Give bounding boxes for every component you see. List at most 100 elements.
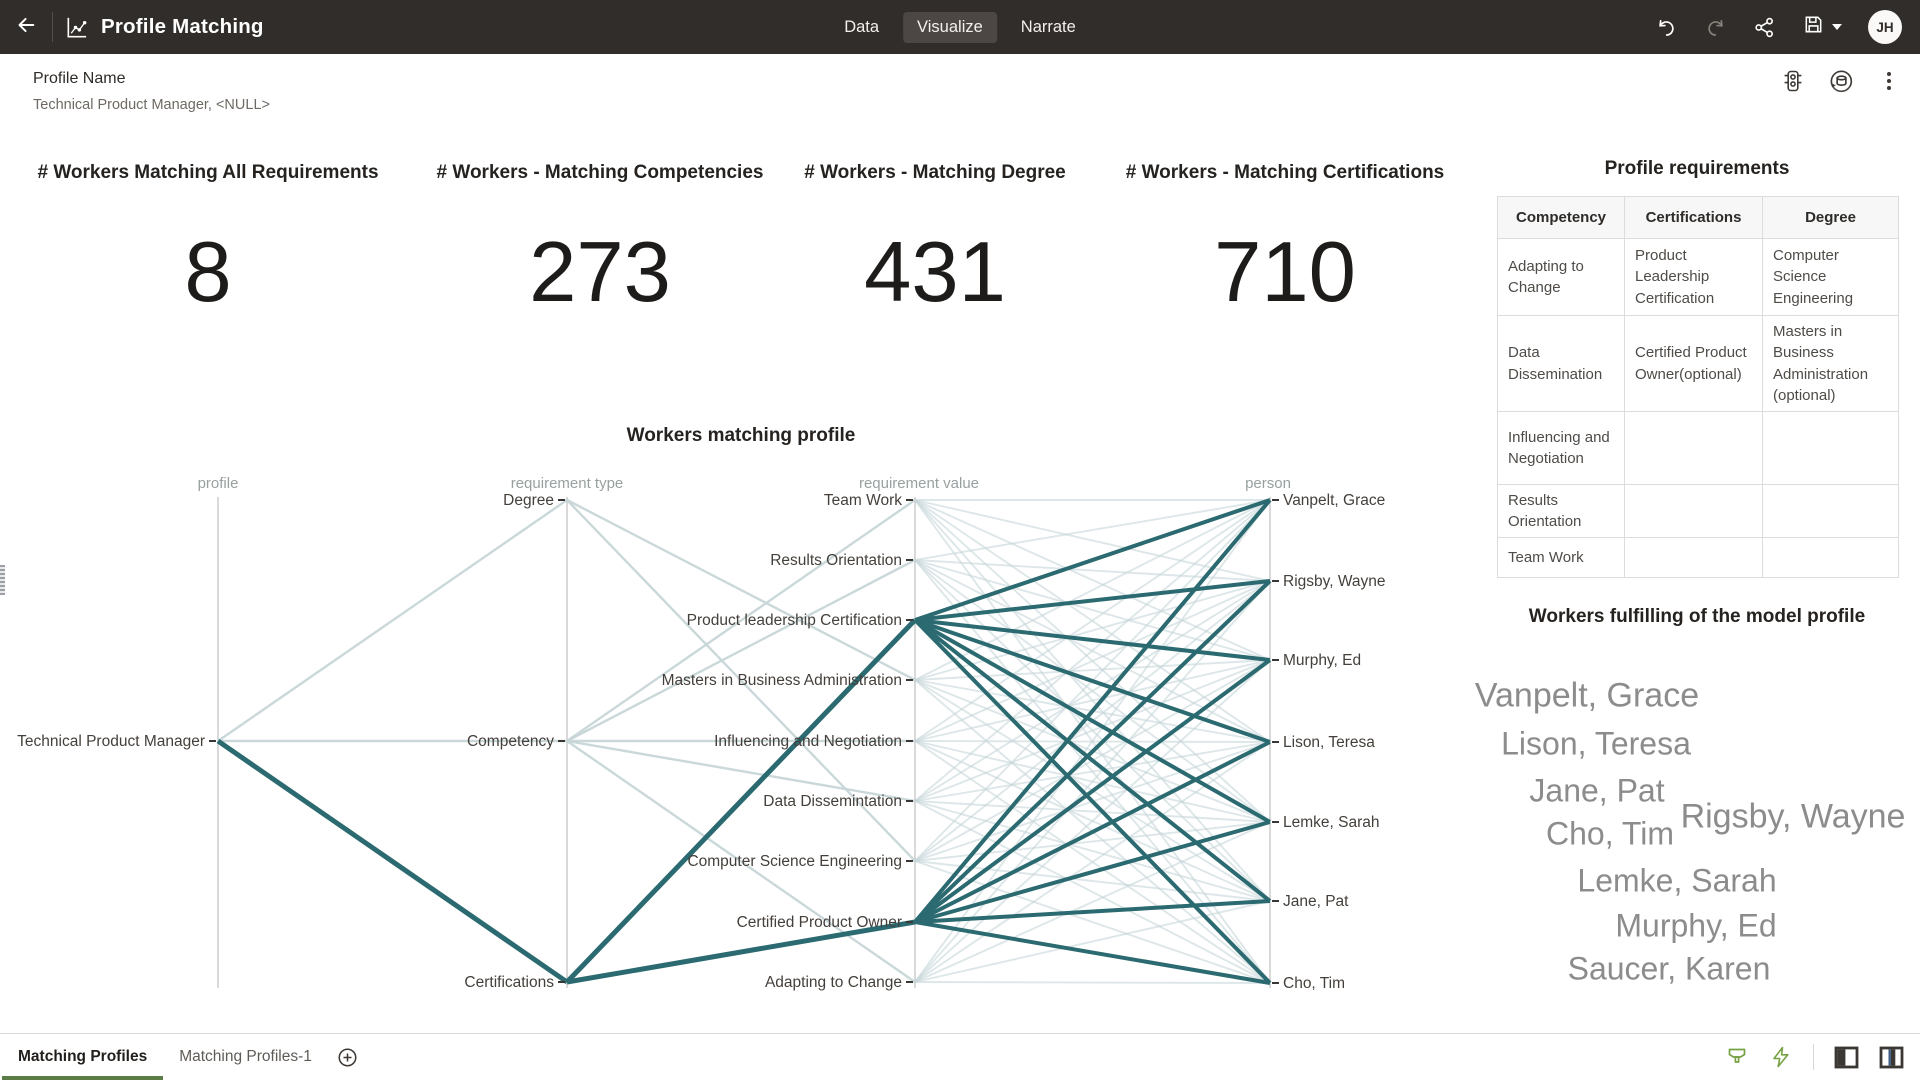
filter-name: Profile Name [33,70,126,87]
table-row: Data Dissemination Certified Product Owne… [1497,315,1899,412]
link-line [566,740,916,983]
add-canvas-icon[interactable] [336,1034,359,1080]
word-cloud-name[interactable]: Murphy, Ed [1615,907,1777,944]
link-line [914,741,1271,983]
tab-visualize[interactable]: Visualize [903,11,997,43]
back-button[interactable] [0,0,52,54]
canvas-actions [1778,66,1904,96]
link-line [914,800,1271,902]
node-label: Rigsby, Wayne [1283,573,1386,590]
link-line [565,618,917,984]
kpi-tile: # Workers - Matching Competencies 273 [410,162,790,315]
link-line [914,659,1271,742]
node-label: Certifications [464,974,554,991]
word-cloud-name[interactable]: Rigsby, Wayne [1680,797,1906,836]
link-line [914,820,1271,924]
link-line [216,738,569,985]
link-line [914,659,1271,681]
filter-value[interactable]: Technical Product Manager, <NULL> [33,97,270,113]
kpi-value: 710 [1214,225,1356,320]
kpi-title: # Workers - Matching Certifications [1125,162,1445,183]
column-header: Degree [1762,196,1899,239]
link-line [913,618,1272,985]
data-refresh-icon[interactable] [1826,66,1856,96]
link-line [913,498,1272,924]
save-menu[interactable] [1802,13,1842,41]
word-cloud-name[interactable]: Lison, Teresa [1501,725,1691,762]
column-header: Certifications [1624,196,1763,239]
link-line [217,499,568,742]
canvas-tools [1725,1034,1920,1080]
table-cell: Masters in Business Administration (opti… [1762,315,1899,412]
node-label: Vanpelt, Grace [1283,492,1385,509]
workers-matching-profile-chart[interactable]: Technical Product Manager Degree Competenc… [0,0,1460,1080]
auto-insights-icon[interactable] [1769,1045,1793,1069]
chart-logo-icon [53,0,99,54]
word-cloud-name[interactable]: Saucer, Karen [1567,950,1771,987]
table-cell [1762,484,1899,538]
link-line [914,579,1271,622]
word-cloud-name[interactable]: Lemke, Sarah [1577,862,1777,899]
share-icon[interactable] [1753,16,1776,39]
node-label: Technical Product Manager [17,733,205,750]
link-line [914,499,1271,983]
link-line [914,741,1271,802]
link-line [914,740,1271,924]
node-label: Influencing and Negotiation [714,733,902,750]
word-cloud-name[interactable]: Jane, Pat [1529,772,1665,809]
table-cell: Influencing and Negotiation [1497,411,1625,485]
format-painter-icon[interactable] [1725,1045,1749,1069]
node-label: Cho, Tim [1283,975,1345,992]
link-line [913,579,1272,924]
canvas-tab[interactable]: Matching Profiles-1 [179,1048,312,1065]
tab-data[interactable]: Data [844,17,880,36]
kpi-title: # Workers Matching All Requirements [37,162,379,183]
chart-title: Workers matching profile [627,425,856,446]
node-label: Computer Science Engineering [687,853,902,870]
link-line [914,580,1271,983]
link-line [914,580,1271,681]
topbar-actions: JH [1655,0,1920,54]
avatar[interactable]: JH [1868,10,1902,44]
node-label: Adapting to Change [765,974,902,991]
table-row: Influencing and Negotiation [1497,411,1899,485]
traffic-light-icon[interactable] [1778,66,1808,96]
table-header-row: Competency Certifications Degree [1497,196,1899,239]
mode-tabs: Data Visualize Narrate [830,0,1090,54]
panel-right-toggle-icon[interactable] [1879,1046,1904,1069]
table-cell: Certified Product Owner(optional) [1624,315,1763,412]
profile-requirements-table[interactable]: Competency Certifications Degree Adapting … [1497,196,1899,578]
kpi-title: # Workers - Matching Competencies [436,162,764,183]
node-label: Team Work [824,492,902,509]
kpi-tile: # Workers - Matching Certifications 710 [1095,162,1475,315]
canvas-tab[interactable]: Matching Profiles [2,1034,164,1080]
kpi-value: 8 [184,225,232,320]
node-label: Murphy, Ed [1283,652,1361,669]
table-cell: Adapting to Change [1497,238,1625,316]
word-cloud-title: Workers fulfilling of the model profile [1528,606,1866,627]
link-line [914,499,1271,681]
kebab-menu-icon[interactable] [1874,66,1904,96]
panel-drag-handle[interactable] [0,565,5,595]
link-line [914,618,1271,744]
redo-icon[interactable] [1704,16,1727,39]
axis-header: person [1245,475,1291,492]
word-cloud-name[interactable]: Cho, Tim [1545,815,1675,852]
word-cloud-name[interactable]: Vanpelt, Grace [1474,676,1700,715]
kpi-tile: # Workers - Matching Degree 431 [745,162,1125,315]
link-line [914,559,1271,661]
undo-icon[interactable] [1655,16,1678,39]
panel-left-toggle-icon[interactable] [1834,1046,1859,1069]
tools-divider [1813,1044,1814,1070]
filter-bar: Profile Name Technical Product Manager, … [0,54,1920,126]
link-line [566,498,916,682]
table-cell [1762,411,1899,485]
table-cell [1762,537,1899,578]
tab-narrate[interactable]: Narrate [1020,17,1076,36]
link-line [914,618,1271,824]
node-label: Product leadership Certification [687,612,902,629]
link-line [914,899,1271,924]
save-icon [1802,13,1825,41]
link-line [566,919,916,985]
